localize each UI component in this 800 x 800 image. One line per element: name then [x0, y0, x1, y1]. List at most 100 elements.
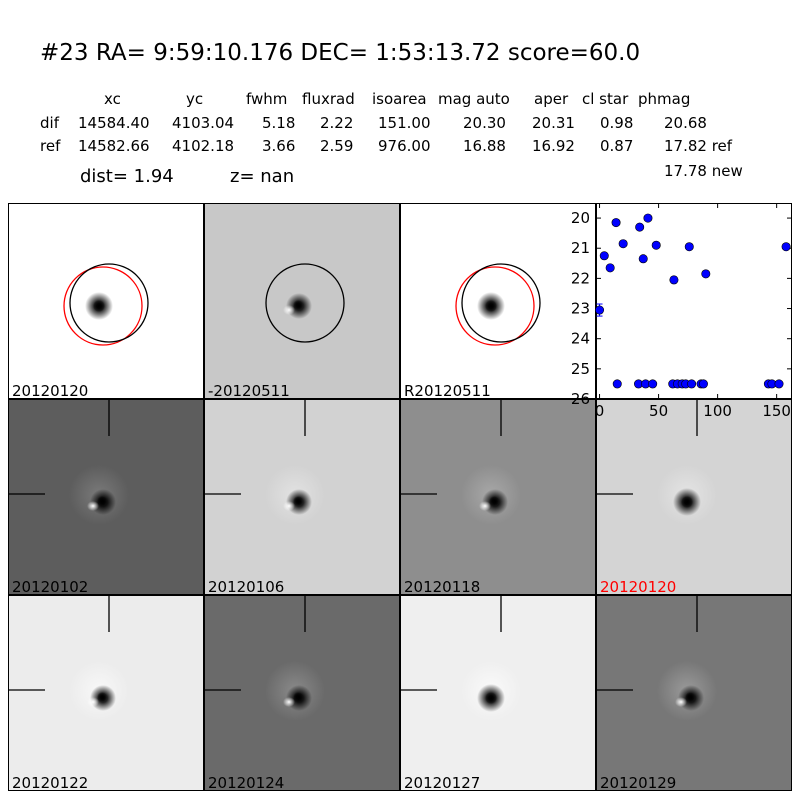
data-point: [701, 269, 711, 279]
source-core: [97, 692, 107, 702]
stamp-image: [401, 400, 521, 525]
x-tick-label: 150: [762, 402, 791, 420]
x-tick-label: 50: [649, 402, 668, 420]
x-tick-label: 100: [703, 402, 732, 420]
data-point: [651, 240, 661, 250]
col-yc: yc: [186, 90, 204, 108]
row-label-dif: dif: [40, 114, 59, 132]
stamp-image: [597, 596, 717, 721]
data-point: [605, 263, 615, 273]
black-aperture-circle: [265, 263, 345, 343]
stamp-date-label: 20120129: [600, 774, 677, 791]
light-curve-chart: 20 21 22 23 24 25 26 0 50 100 150: [571, 203, 792, 420]
dif-fwhm: 5.18: [262, 114, 296, 132]
data-point: [643, 213, 653, 223]
dipole-residual: [87, 697, 99, 707]
stamp-panel: 20120118: [400, 399, 596, 595]
stamp-date-label: 20120118: [404, 578, 481, 595]
stamp-panel: 20120120: [596, 399, 792, 595]
source-core: [97, 496, 107, 506]
black-aperture-circle: [69, 263, 149, 343]
stamp-date-label: 20120120: [12, 382, 89, 399]
source-core: [293, 300, 303, 310]
stamp-panel: 20120122: [8, 595, 204, 791]
row-label-ref: ref: [40, 137, 61, 155]
stamp-panel: R20120511: [400, 203, 596, 399]
data-point: [669, 275, 679, 285]
stamp-image: [259, 263, 345, 343]
ref-phmag: 17.82 ref: [664, 137, 733, 155]
ref-cl-star: 0.87: [600, 137, 634, 155]
red-aperture-circle: [63, 266, 143, 346]
dif-xc: 14584.40: [78, 114, 150, 132]
stamp-date-label: 20120127: [404, 774, 481, 791]
dipole-residual: [283, 501, 295, 511]
col-mag-auto: mag auto: [438, 90, 510, 108]
dif-yc: 4103.04: [172, 114, 235, 132]
ref-mag-auto: 16.88: [463, 137, 506, 155]
y-tick-label: 22: [571, 269, 590, 287]
stamp-panel: 20120102: [8, 399, 204, 595]
source-core: [293, 692, 303, 702]
stamp-date-label: R20120511: [404, 382, 491, 399]
stamp-image: [63, 263, 149, 346]
ref-fluxrad: 2.59: [320, 137, 354, 155]
y-tick-label: 23: [571, 300, 590, 318]
stamp-panel: 20120106: [204, 399, 400, 595]
stamp-date-label: 20120120: [600, 578, 677, 595]
redshift-value: z= nan: [230, 166, 295, 187]
black-aperture-circle: [461, 263, 541, 343]
ref-xc: 14582.66: [78, 137, 150, 155]
data-point: [774, 379, 784, 389]
x-tick-label: 0: [595, 402, 605, 420]
stamp-date-label: 20120106: [208, 578, 285, 595]
source-core: [681, 496, 693, 508]
new-phmag: 17.78 new: [664, 162, 743, 180]
data-point: [618, 239, 628, 249]
red-aperture-circle: [455, 266, 535, 346]
header: #23 RA= 9:59:10.176 DEC= 1:53:13.72 scor…: [0, 0, 800, 200]
stamp-panel: 20120127: [400, 595, 596, 791]
source-core: [293, 496, 303, 506]
data-point: [611, 218, 621, 228]
source-core: [489, 496, 499, 506]
col-phmag: phmag: [638, 90, 691, 108]
source-core: [485, 300, 497, 312]
stamp-grid: 20120120 -20120511 R20120511 20120102 201201…: [8, 203, 792, 793]
light-curve-plot: 20 21 22 23 24 25 26 0 50 100 150: [571, 203, 792, 420]
y-tick-label: 26: [571, 390, 590, 408]
ref-fwhm: 3.66: [262, 137, 296, 155]
col-fwhm: fwhm: [246, 90, 288, 108]
data-point: [698, 379, 708, 389]
stamp-date-label: 20120102: [12, 578, 89, 595]
dipole-residual: [675, 697, 687, 707]
y-tick-label: 20: [571, 209, 590, 227]
stamp-panel: 20120124: [204, 595, 400, 791]
stamp-image: [9, 400, 129, 525]
stamp-panel: 20120120: [8, 203, 204, 399]
dif-phmag: 20.68: [664, 114, 707, 132]
data-point: [687, 379, 697, 389]
stamp-panel: -20120511: [204, 203, 400, 399]
stamp-image: [597, 400, 717, 525]
y-tick-label: 21: [571, 239, 590, 257]
stamp-date-label: 20120122: [12, 774, 89, 791]
data-point: [612, 379, 622, 389]
stamp-image: [401, 596, 521, 721]
dif-mag-auto: 20.30: [463, 114, 506, 132]
plot-frame: [596, 203, 792, 399]
y-tick-label: 25: [571, 360, 590, 378]
stamp-image: [9, 596, 129, 721]
col-aper: aper: [534, 90, 569, 108]
dipole-residual: [87, 501, 99, 511]
stamp-image: [455, 263, 541, 346]
stamp-image: [205, 400, 325, 525]
data-point: [595, 305, 605, 315]
dipole-residual: [283, 697, 295, 707]
stamp-date-label: -20120511: [208, 382, 290, 399]
y-tick-label: 24: [571, 330, 590, 348]
dipole-residual: [283, 305, 295, 315]
source-core: [93, 300, 105, 312]
col-fluxrad: fluxrad: [302, 90, 355, 108]
col-xc: xc: [104, 90, 121, 108]
